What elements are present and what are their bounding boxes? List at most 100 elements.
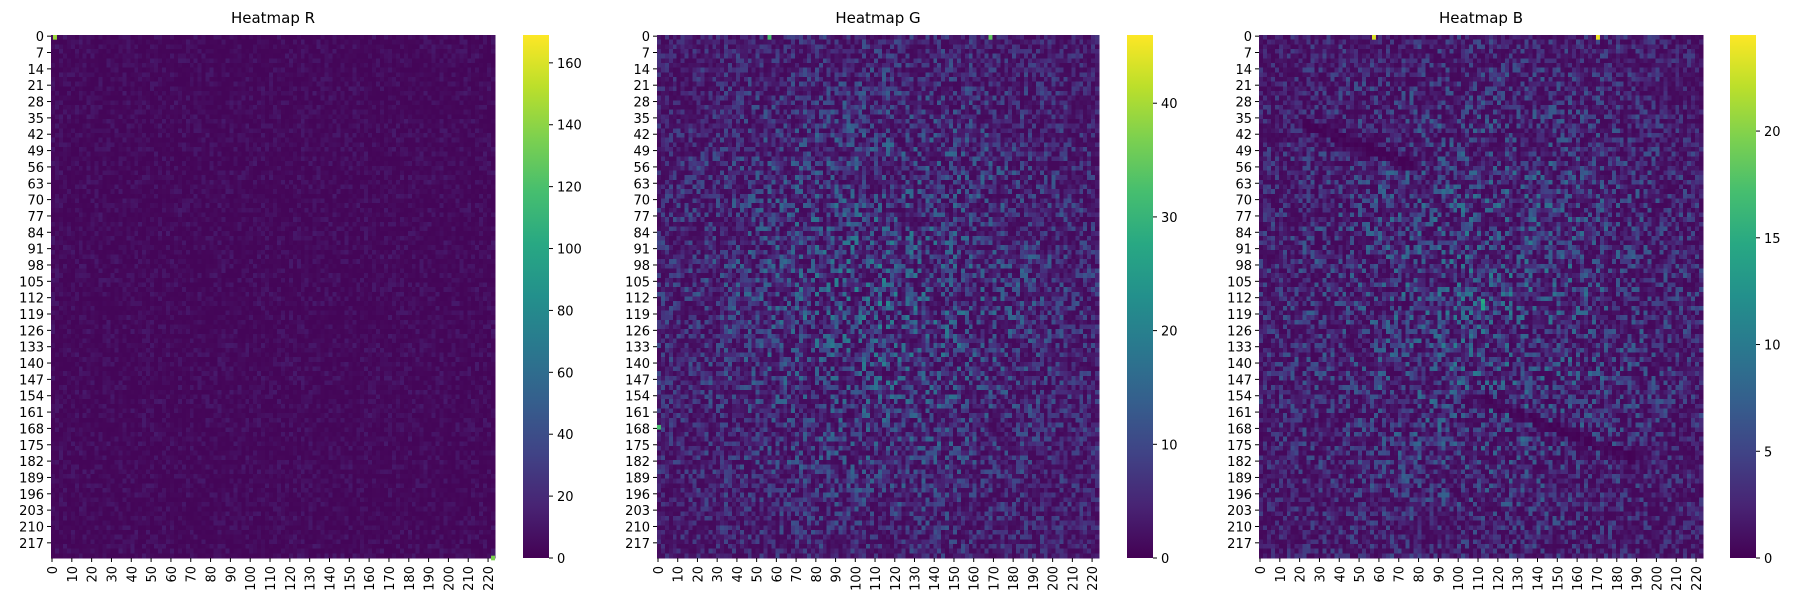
heatmap-cell [288, 72, 294, 78]
heatmap-cell [296, 137, 302, 143]
heatmap-cell [320, 91, 325, 97]
heatmap-cell [58, 221, 64, 227]
heatmap-cell [463, 91, 468, 97]
heatmap-cell [181, 151, 187, 157]
heatmap-cell [463, 123, 468, 129]
heatmap-cell [249, 235, 254, 241]
heatmap-cell [154, 170, 159, 176]
heatmap-cell [443, 128, 448, 134]
heatmap-cell [102, 217, 107, 223]
heatmap-cell [384, 226, 389, 232]
heatmap-cell [356, 170, 361, 176]
heatmap-cell [340, 35, 345, 40]
heatmap-cell [102, 137, 107, 143]
heatmap-cell [415, 137, 420, 143]
heatmap-cell [70, 170, 76, 176]
heatmap-cell [229, 77, 234, 82]
heatmap-cell [407, 86, 413, 92]
heatmap-cell [380, 128, 385, 134]
heatmap-cell [459, 175, 464, 181]
heatmap-cell [126, 184, 131, 190]
heatmap-cell [276, 179, 282, 185]
heatmap-cell [376, 86, 381, 92]
heatmap-cell [288, 203, 294, 209]
heatmap-cell [150, 119, 155, 125]
heatmap-cell [98, 156, 103, 162]
heatmap-cell [467, 189, 472, 195]
heatmap-cell [165, 147, 171, 153]
heatmap-cell [455, 161, 460, 167]
heatmap-cell [439, 53, 444, 59]
heatmap-cell [300, 235, 306, 241]
heatmap-cell [102, 100, 107, 106]
heatmap-cell [221, 137, 226, 143]
heatmap-cell [352, 212, 357, 218]
heatmap-cell [395, 123, 401, 129]
heatmap-cell [292, 58, 298, 64]
heatmap-cell [475, 100, 480, 106]
heatmap-cell [419, 58, 424, 64]
heatmap-cell [58, 100, 64, 106]
heatmap-cell [296, 95, 302, 101]
heatmap-cell [118, 100, 123, 106]
heatmap-cell [344, 147, 349, 153]
heatmap-cell [150, 105, 155, 111]
heatmap-cell [384, 221, 389, 227]
heatmap-cell [51, 53, 56, 59]
heatmap-cell [106, 147, 111, 153]
heatmap-cell [237, 240, 242, 246]
heatmap-cell [225, 207, 230, 213]
heatmap-cell [415, 39, 420, 45]
heatmap-cell [90, 165, 95, 171]
heatmap-cell [158, 53, 163, 59]
heatmap-cell [265, 212, 270, 218]
heatmap-cell [185, 240, 191, 246]
heatmap-cell [387, 212, 393, 218]
heatmap-cell [471, 95, 476, 101]
heatmap-cell [118, 35, 123, 40]
heatmap-cell [54, 175, 60, 181]
heatmap-cell [487, 184, 492, 190]
heatmap-cell [122, 189, 127, 195]
heatmap-cell [114, 175, 119, 181]
heatmap-cell [221, 189, 226, 195]
heatmap-cell [415, 35, 420, 40]
heatmap-cell [265, 137, 270, 143]
heatmap-cell [193, 63, 198, 68]
heatmap-cell [403, 123, 409, 129]
heatmap-cell [423, 184, 428, 190]
heatmap-cell [273, 156, 278, 162]
heatmap-cell [106, 212, 111, 218]
heatmap-cell [70, 175, 76, 181]
heatmap-cell [241, 35, 246, 40]
heatmap-cell [201, 235, 206, 241]
heatmap-cell [423, 137, 428, 143]
heatmap-cell [320, 151, 325, 157]
heatmap-cell [82, 235, 87, 241]
heatmap-cell [66, 67, 72, 73]
heatmap-cell [150, 95, 155, 101]
heatmap-cell [154, 77, 159, 82]
heatmap-cell [118, 231, 123, 237]
heatmap-cell [118, 235, 123, 241]
heatmap-cell [300, 63, 306, 68]
heatmap-cell [273, 91, 278, 97]
heatmap-cell [241, 156, 246, 162]
heatmap-cell [245, 156, 250, 162]
heatmap-cell [118, 128, 123, 134]
heatmap-cell [320, 198, 325, 204]
heatmap-cell [479, 156, 484, 162]
heatmap-cell [150, 151, 155, 157]
heatmap-cell [403, 231, 409, 237]
heatmap-cell [74, 165, 80, 171]
heatmap-cell [475, 221, 480, 227]
heatmap-cell [146, 53, 151, 59]
heatmap-cell [407, 91, 413, 97]
heatmap-cell [463, 119, 468, 125]
heatmap-cell [380, 39, 385, 45]
heatmap-cell [491, 212, 496, 218]
heatmap-cell [316, 44, 321, 50]
heatmap-cell [169, 44, 175, 50]
heatmap-cell [384, 165, 389, 171]
heatmap-cell [90, 44, 95, 50]
